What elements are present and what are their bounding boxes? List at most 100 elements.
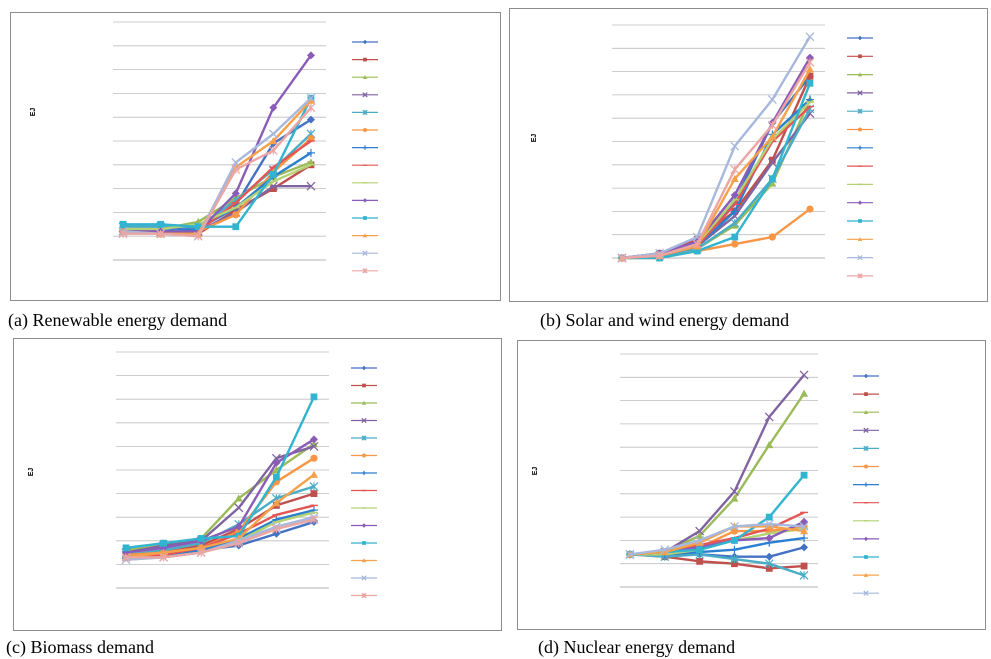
series-14-point [271, 524, 281, 534]
series-3-point [306, 158, 315, 166]
series-13-line [629, 522, 805, 556]
series-6-point [731, 240, 739, 248]
legend-entry-5-marker [863, 445, 869, 452]
legend-entry-6-marker [858, 127, 862, 132]
series-11-point [160, 539, 167, 547]
chart-nuclear-energy: EJ [517, 340, 986, 630]
series-4-point [764, 412, 774, 422]
series-12-line [125, 473, 315, 559]
caption-renewable-energy: (a) Renewable energy demand [8, 310, 228, 330]
series-13-point [231, 157, 241, 167]
legend-entry-4-marker [863, 427, 869, 433]
series-14-point [193, 231, 203, 241]
legend [352, 39, 378, 274]
legend-entry-7-marker [361, 470, 367, 476]
series-14 [121, 515, 319, 562]
series-6-point [310, 454, 318, 462]
legend-entry-13-marker [362, 250, 368, 256]
legend-entry-7-marker [362, 145, 368, 150]
series-12-point [660, 548, 669, 556]
legend-entry-3-marker [362, 75, 368, 79]
legend-entry-14-marker [857, 273, 863, 279]
series-12-point [269, 137, 278, 145]
series-14-line [621, 61, 811, 260]
series-11-point [119, 220, 127, 228]
series-13-point [764, 519, 774, 529]
series-3-point [768, 179, 777, 187]
series-14-point [805, 57, 815, 67]
series-4-point [234, 503, 244, 513]
series-13-point [660, 545, 670, 555]
series-10-point [234, 522, 243, 531]
legend-entry-2-marker [362, 383, 366, 388]
series-2-point [800, 562, 808, 570]
series-6-point [806, 205, 814, 213]
series-11-point [731, 233, 739, 241]
legend-entry-12-marker [857, 237, 863, 242]
series-5-point [764, 559, 774, 569]
series-7-point [306, 148, 315, 157]
chart-renewable-energy: EJ [10, 12, 501, 301]
series-10-point [272, 458, 281, 467]
series-13-point [625, 549, 635, 559]
series-12-point [159, 548, 168, 556]
series-14-point [159, 552, 169, 562]
series-7-point [730, 207, 739, 216]
legend-entry-12-marker [863, 572, 869, 577]
legend-entry-11-marker [864, 555, 868, 559]
series-7-point [800, 534, 809, 543]
series-10-point [730, 191, 739, 200]
legend-entry-11-marker [858, 219, 862, 223]
series-9-line [123, 163, 312, 231]
legend-entry-13-marker [863, 590, 869, 596]
series-14-point [617, 253, 627, 263]
series-2-point [310, 490, 318, 497]
legend-entry-2-marker [363, 57, 367, 62]
caption-nuclear-energy: (d) Nuclear energy demand [538, 637, 736, 657]
series-12-point [768, 132, 777, 141]
series-5-point [309, 482, 319, 491]
series-10-point [306, 51, 315, 60]
series-11-point [232, 223, 240, 231]
series-11-point [157, 220, 164, 228]
series-12-point [800, 527, 809, 535]
legend-entry-6-marker [362, 453, 366, 458]
legend-entry-5-marker [857, 108, 863, 114]
series-3-point [730, 494, 739, 502]
legend-entry-1-marker [857, 35, 863, 41]
legend-entry-12-marker [361, 558, 367, 563]
legend-entry-10-marker [863, 536, 869, 542]
gridlines [620, 353, 818, 588]
series-10-point [765, 534, 774, 543]
series-12-point [695, 538, 704, 546]
legend-entry-12-marker [362, 233, 368, 238]
chart-renewable-energy-svg: EJ [10, 12, 501, 301]
chart-frame [10, 12, 501, 301]
series-13-point [767, 95, 777, 105]
series-13-point [306, 93, 316, 103]
series-11-point [693, 247, 701, 255]
series-4-point [306, 181, 316, 191]
series-11-point [696, 546, 704, 554]
legend-entry-7-marker [857, 145, 863, 150]
legend [847, 35, 873, 279]
series-14-point [118, 229, 128, 239]
series-2-point [765, 564, 773, 572]
series-13-point [805, 32, 815, 42]
series-14-point [730, 165, 740, 174]
legend-entry-2-marker [858, 54, 862, 59]
legend-entry-11-marker [363, 216, 367, 220]
legend-entry-5-marker [361, 435, 367, 441]
series-14-point [156, 229, 166, 239]
series-6-point [232, 211, 240, 219]
legend-entry-10-marker [857, 200, 863, 205]
series-2-point [731, 560, 738, 568]
legend-entry-2-marker [864, 392, 868, 396]
series-13-point [695, 535, 705, 545]
series-13-point [730, 141, 740, 151]
legend-entry-3-marker [863, 410, 869, 414]
series-14-point [196, 548, 206, 558]
series-6-point [768, 233, 776, 241]
chart-solar-wind-energy-svg: EJ [509, 8, 988, 302]
series-4-point [729, 487, 739, 496]
